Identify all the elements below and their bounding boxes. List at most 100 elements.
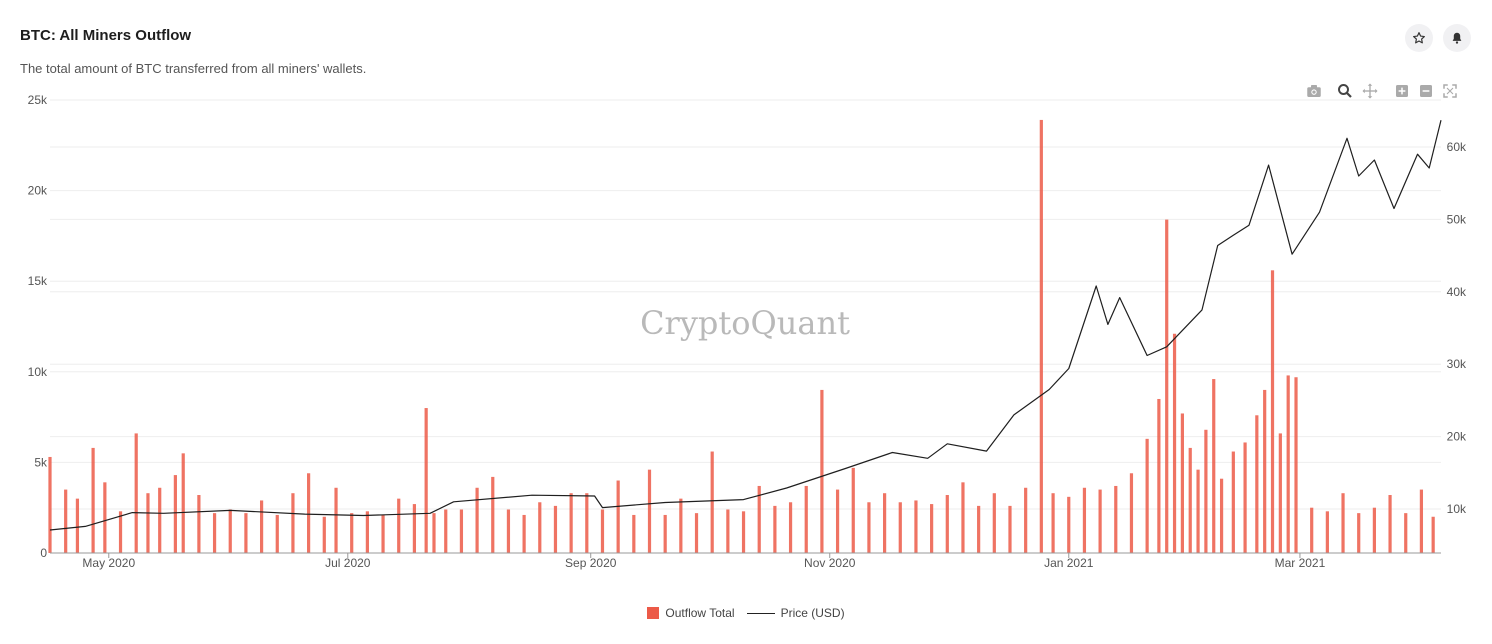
outflow-bar xyxy=(930,504,934,553)
outflow-bar xyxy=(1188,447,1192,553)
outflow-bar xyxy=(1231,451,1235,553)
outflow-bar xyxy=(522,514,526,553)
download-image-button[interactable] xyxy=(1305,82,1323,100)
outflow-bar xyxy=(820,389,824,553)
outflow-bar xyxy=(1157,398,1161,553)
star-icon xyxy=(1413,32,1425,44)
x-tick-label: May 2020 xyxy=(82,556,135,570)
outflow-bar xyxy=(694,513,699,553)
outflow-bar xyxy=(381,514,385,553)
outflow-bar xyxy=(741,511,746,553)
outflow-bar xyxy=(118,511,123,553)
outflow-bar xyxy=(1286,375,1290,553)
outflow-bar xyxy=(1219,478,1224,553)
pan-button[interactable] xyxy=(1361,82,1379,100)
legend-item-price[interactable]: Price (USD) xyxy=(746,606,845,620)
outflow-bar xyxy=(1051,493,1055,553)
outflow-bar xyxy=(553,505,558,553)
x-tick-label: Nov 2020 xyxy=(804,556,856,570)
outflow-bar xyxy=(1196,469,1200,553)
outflow-bar xyxy=(444,509,448,553)
outflow-bar xyxy=(788,502,793,553)
outflow-bar xyxy=(898,502,902,553)
zoom-icon xyxy=(1338,84,1352,98)
outflow-bar xyxy=(616,480,620,553)
x-tick-label: Sep 2020 xyxy=(565,556,617,570)
legend-item-outflow[interactable]: Outflow Total xyxy=(647,606,735,620)
outflow-bar xyxy=(1372,507,1376,553)
outflow-bar xyxy=(307,473,311,553)
alert-button[interactable] xyxy=(1443,24,1471,52)
outflow-bar xyxy=(773,505,777,553)
outflow-bar xyxy=(600,509,605,553)
y-right-tick-label: 60k xyxy=(1447,140,1467,154)
outflow-bar xyxy=(424,408,428,553)
outflow-bar xyxy=(1098,489,1102,553)
favorite-button[interactable] xyxy=(1405,24,1433,52)
outflow-bar xyxy=(663,514,667,553)
outflow-bar xyxy=(181,453,185,553)
outflow-bar xyxy=(883,493,887,553)
outflow-bar xyxy=(491,476,495,553)
y-left-tick-label: 0 xyxy=(40,546,47,560)
outflow-bar xyxy=(1172,333,1177,553)
outflow-bar xyxy=(48,456,52,553)
outflow-bar xyxy=(506,509,511,553)
legend-swatch-outflow xyxy=(647,607,660,619)
pan-icon xyxy=(1362,83,1378,99)
outflow-bar xyxy=(334,487,338,553)
legend-label-price: Price (USD) xyxy=(780,606,845,620)
outflow-bar xyxy=(1404,513,1408,553)
outflow-bar xyxy=(134,433,138,553)
outflow-bar xyxy=(197,495,201,553)
outflow-bar xyxy=(475,487,479,553)
outflow-bar xyxy=(992,493,996,553)
outflow-bars xyxy=(48,119,1435,554)
outflow-bar xyxy=(459,509,464,553)
autoscale-icon xyxy=(1443,84,1457,98)
outflow-bar xyxy=(945,495,949,553)
zoom-out-button[interactable] xyxy=(1417,82,1435,100)
outflow-bar xyxy=(397,498,401,553)
y-right-tick-label: 30k xyxy=(1447,357,1467,371)
y-left-tick-label: 20k xyxy=(28,184,48,198)
outflow-bar xyxy=(146,493,150,553)
outflow-bar xyxy=(1180,413,1184,553)
chart-area: CryptoQuant 0 5k 10k 15k 20k 25k 10k 20k 30k 40k 5… xyxy=(28,93,1467,570)
autoscale-button[interactable] xyxy=(1441,82,1459,100)
zoom-in-button[interactable] xyxy=(1393,82,1411,100)
watermark: CryptoQuant xyxy=(640,304,850,342)
outflow-bar xyxy=(1008,505,1012,553)
outflow-bar xyxy=(1243,442,1247,553)
y-left-tick-label: 15k xyxy=(28,274,48,288)
outflow-bar xyxy=(350,513,354,553)
outflow-bar xyxy=(835,489,840,553)
outflow-bar xyxy=(291,493,295,553)
y-right-tick-label: 50k xyxy=(1447,212,1467,226)
outflow-bar xyxy=(867,502,871,553)
outflow-bar xyxy=(1310,507,1314,553)
outflow-bar xyxy=(275,514,279,553)
outflow-bar xyxy=(1263,389,1267,553)
outflow-bar xyxy=(322,516,326,553)
outflow-bar xyxy=(75,498,80,553)
outflow-bar xyxy=(432,513,436,553)
outflow-bar xyxy=(64,489,68,553)
chart-subtitle: The total amount of BTC transferred from… xyxy=(20,61,367,76)
outflow-bar xyxy=(1024,487,1028,553)
axes: 0 5k 10k 15k 20k 25k 10k 20k 30k 40k 50k 60k May 202… xyxy=(28,93,1467,570)
outflow-bar xyxy=(103,482,107,553)
outflow-bar xyxy=(1388,495,1392,553)
outflow-bar xyxy=(726,509,730,553)
outflow-bar xyxy=(679,498,683,553)
zoom-button[interactable] xyxy=(1336,82,1354,100)
grid xyxy=(50,99,1441,510)
outflow-bar xyxy=(1419,489,1424,553)
x-tick-label: Mar 2021 xyxy=(1275,556,1326,570)
outflow-bar xyxy=(961,482,965,553)
camera-icon xyxy=(1307,85,1321,97)
outflow-bar xyxy=(1212,379,1216,553)
outflow-bar xyxy=(244,513,248,553)
outflow-bar xyxy=(757,485,761,553)
outflow-bar xyxy=(1270,270,1275,553)
